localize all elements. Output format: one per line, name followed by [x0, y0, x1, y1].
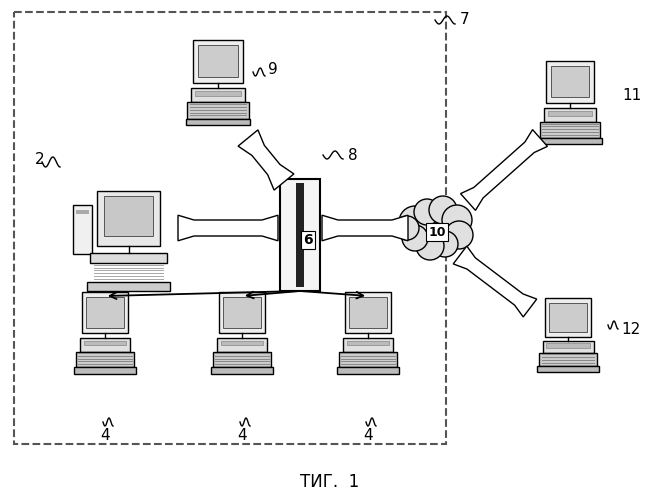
Text: 12: 12 — [621, 322, 640, 338]
Bar — [345, 292, 391, 333]
Text: 6: 6 — [303, 233, 313, 247]
Polygon shape — [238, 130, 294, 190]
Bar — [86, 298, 123, 328]
Bar — [82, 292, 129, 333]
Bar — [213, 352, 271, 368]
Text: 9: 9 — [268, 62, 278, 78]
Bar — [539, 352, 597, 366]
Bar — [543, 341, 593, 352]
Bar — [548, 111, 592, 116]
Polygon shape — [461, 130, 547, 210]
Bar — [87, 282, 170, 291]
Bar — [96, 190, 160, 246]
Bar — [551, 66, 589, 98]
Bar — [296, 184, 304, 286]
Bar — [223, 298, 261, 328]
Bar — [549, 303, 587, 332]
Bar — [90, 252, 167, 263]
Bar — [104, 196, 153, 236]
Bar — [540, 122, 600, 138]
Bar — [218, 292, 265, 333]
Bar — [546, 61, 594, 103]
Bar — [76, 352, 134, 368]
Bar — [339, 352, 397, 368]
Bar — [73, 204, 92, 254]
Bar — [337, 368, 399, 374]
Bar — [544, 298, 591, 337]
Bar — [220, 341, 263, 345]
Text: 10: 10 — [428, 226, 446, 238]
Text: ΤИГ.  1: ΤИГ. 1 — [300, 473, 360, 491]
Text: 4: 4 — [100, 428, 110, 442]
Bar — [14, 12, 446, 444]
Bar — [280, 179, 320, 291]
Text: 2: 2 — [35, 152, 45, 168]
Bar — [546, 344, 590, 347]
Bar — [76, 210, 89, 214]
Bar — [346, 341, 389, 345]
Bar — [80, 338, 131, 351]
Bar — [198, 45, 238, 77]
Polygon shape — [453, 246, 537, 317]
Bar — [216, 338, 267, 351]
Bar — [84, 341, 127, 345]
Bar — [195, 91, 240, 96]
Bar — [349, 298, 387, 328]
Polygon shape — [178, 215, 278, 241]
Bar — [187, 102, 249, 118]
Text: 8: 8 — [348, 148, 358, 162]
Text: 7: 7 — [460, 12, 470, 28]
Bar — [74, 368, 136, 374]
Text: 11: 11 — [622, 88, 642, 102]
Bar — [193, 40, 243, 82]
Bar — [539, 138, 602, 144]
Polygon shape — [322, 215, 408, 241]
Bar — [343, 338, 393, 351]
Bar — [185, 118, 250, 126]
Bar — [537, 366, 599, 372]
Bar — [191, 88, 245, 102]
Bar — [544, 108, 596, 122]
Bar — [211, 368, 273, 374]
Text: 4: 4 — [237, 428, 247, 442]
Text: 4: 4 — [363, 428, 373, 442]
